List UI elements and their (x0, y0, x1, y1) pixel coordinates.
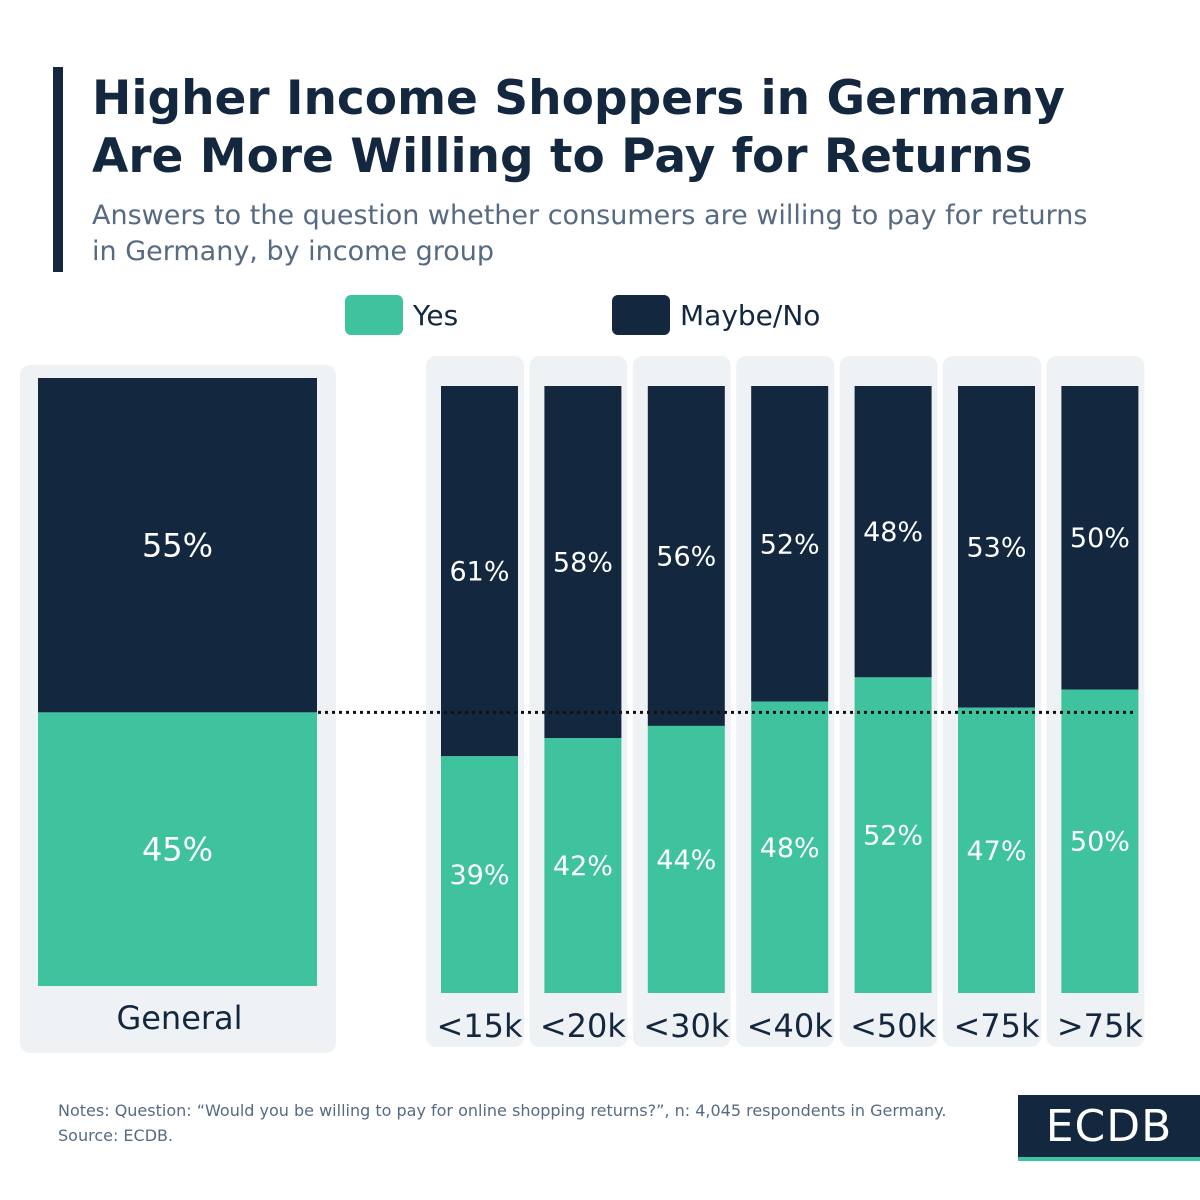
legend-label-yes: Yes (413, 298, 459, 332)
label-yes-lt-15k: 39% (449, 860, 509, 891)
legend-item-maybe-no: Maybe/No (612, 295, 820, 335)
chart-title: Higher Income Shoppers in Germany Are Mo… (92, 71, 1065, 184)
label-maybe-no-lt-20k: 58% (553, 547, 613, 578)
bar-maybe-no-lt-30k (647, 386, 725, 726)
category-label-lt-20k: <20k (540, 1007, 627, 1045)
legend-item-yes: Yes (345, 295, 458, 335)
label-yes-lt-30k: 44% (656, 845, 716, 876)
title-accent-bar (53, 67, 63, 272)
bar-maybe-no-general (38, 378, 317, 713)
bar-yes-lt-30k (647, 725, 725, 993)
bar-maybe-no-lt-15k (441, 386, 518, 757)
label-yes-lt-40k: 48% (760, 833, 820, 864)
category-label-lt-15k: <15k (436, 1007, 523, 1045)
bar-yes-lt-15k (441, 756, 518, 993)
bar-maybe-no-gt-75k (1061, 386, 1139, 690)
category-label-lt-30k: <30k (643, 1007, 730, 1045)
category-label-lt-75k: <75k (953, 1007, 1040, 1045)
chart-subtitle: Answers to the question whether consumer… (92, 200, 1088, 267)
bar-maybe-no-lt-75k (958, 386, 1035, 708)
source-text: Source: ECDB. (58, 1126, 174, 1145)
label-maybe-no-lt-40k: 52% (760, 529, 820, 560)
legend-label-maybe-no: Maybe/No (680, 298, 821, 332)
label-yes-lt-75k: 47% (966, 836, 1026, 867)
bar-yes-lt-40k (751, 701, 829, 993)
bar-yes-lt-50k (854, 677, 932, 993)
bar-yes-lt-20k (544, 738, 622, 993)
label-yes-lt-50k: 52% (863, 821, 923, 852)
label-maybe-no-general: 55% (142, 526, 213, 564)
label-yes-gt-75k: 50% (1070, 827, 1130, 858)
ecdb-logo: ECDB (1018, 1095, 1200, 1161)
label-maybe-no-lt-15k: 61% (449, 557, 509, 588)
legend-swatch-maybe-no (612, 295, 670, 335)
bar-yes-gt-75k (1061, 689, 1139, 993)
label-maybe-no-lt-75k: 53% (966, 532, 1026, 563)
label-maybe-no-gt-75k: 50% (1070, 523, 1130, 554)
category-label-general: General (116, 999, 242, 1037)
bar-yes-lt-75k (958, 707, 1035, 993)
category-label-lt-40k: <40k (747, 1007, 834, 1045)
bar-yes-general (38, 712, 317, 986)
bar-maybe-no-lt-40k (751, 386, 829, 702)
legend-swatch-yes (345, 295, 403, 335)
label-maybe-no-lt-30k: 56% (656, 541, 716, 572)
bar-maybe-no-lt-50k (854, 386, 932, 678)
category-label-gt-75k: >75k (1057, 1007, 1144, 1045)
notes-text: Notes: Question: “Would you be willing t… (58, 1101, 947, 1120)
category-label-lt-50k: <50k (850, 1007, 937, 1045)
label-yes-general: 45% (142, 830, 213, 868)
notes-block: Notes: Question: “Would you be willing t… (58, 1098, 958, 1148)
label-maybe-no-lt-50k: 48% (863, 517, 923, 548)
bar-maybe-no-lt-20k (544, 386, 622, 739)
label-yes-lt-20k: 42% (553, 851, 613, 882)
